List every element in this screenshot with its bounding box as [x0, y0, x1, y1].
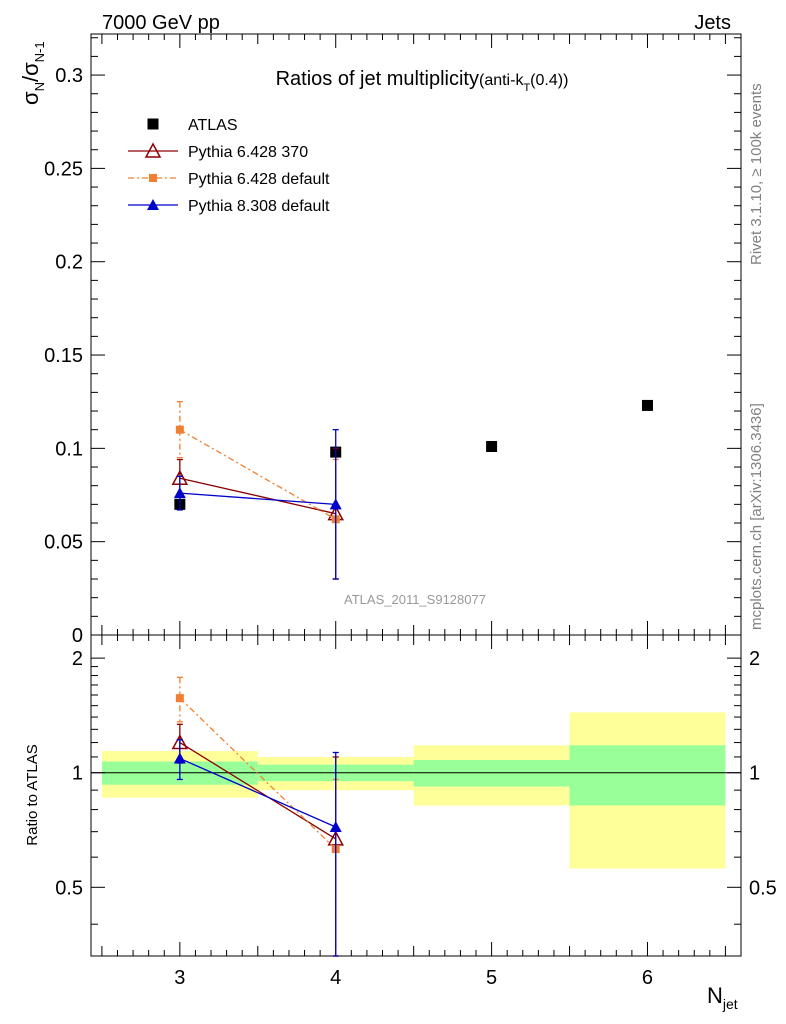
main-ytick-label: 0 — [72, 625, 83, 647]
ratio-series-line-2 — [179, 757, 336, 828]
ratio-ytick-label-left: 1 — [72, 763, 83, 785]
rivet-label: Rivet 3.1.10, ≥ 100k events — [748, 83, 765, 265]
main-series-line-2 — [179, 429, 337, 520]
legend-marker-0 — [147, 118, 159, 130]
main-ytick-label: 0.05 — [44, 532, 83, 554]
legend-marker-1 — [144, 142, 162, 158]
ratio-ytick-label-left: 2 — [72, 648, 83, 670]
xlabel-main: N — [707, 983, 723, 1008]
main-point-s3-p1 — [329, 498, 342, 510]
ratio-ytick-label-right: 0.5 — [749, 877, 777, 899]
main-ytick-label: 0.15 — [44, 345, 83, 367]
legend-label-1: Pythia 6.428 370 — [188, 144, 308, 161]
title-main: Ratios of jet multiplicity — [276, 68, 479, 90]
ylabel-sigma: σ — [18, 91, 43, 105]
main-title: Ratios of jet multiplicity(anti-kT(0.4)) — [276, 68, 569, 94]
main-point-s0-p3 — [641, 399, 653, 411]
ratio-series-line-1 — [179, 697, 337, 850]
legend-marker-3 — [147, 199, 159, 210]
main-point-s2-p0 — [175, 425, 184, 434]
ratio-frame — [90, 634, 742, 957]
legend: ATLAS Pythia 6.428 370 Pythia 6.428 defaul… — [128, 117, 330, 215]
ratio-ylabel: Ratio to ATLAS — [24, 744, 41, 845]
x-axis-label: Njet — [707, 983, 738, 1012]
legend-label-0: ATLAS — [188, 117, 238, 134]
main-ytick-label: 0.2 — [55, 252, 83, 274]
ylabel-sub1: N — [32, 82, 47, 91]
main-series-line-1 — [179, 477, 336, 515]
ratio-xtick-label: 3 — [174, 967, 185, 989]
xlabel-sub: jet — [722, 996, 738, 1012]
ratio-band-green-3 — [569, 745, 726, 806]
ratio-ytick-label-right: 2 — [749, 648, 760, 670]
title-suffix-end: (0.4)) — [530, 72, 568, 89]
ratio-point-s2-p0 — [173, 752, 186, 764]
ylabel-mid: /σ — [18, 62, 43, 82]
title-suffix-sub: T — [523, 82, 530, 94]
ratio-xtick-label: 6 — [642, 967, 653, 989]
ratio-point-s2-p1 — [329, 821, 342, 833]
ylabel-sub2: N-1 — [32, 41, 47, 62]
header-left: 7000 GeV pp — [102, 12, 220, 34]
ratio-xtick-label: 4 — [330, 967, 341, 989]
main-ylabel: σN/σN-1 — [18, 41, 47, 105]
ratio-series-line-0 — [179, 742, 337, 840]
legend-label-2: Pythia 6.428 default — [188, 171, 330, 188]
analysis-watermark: ATLAS_2011_S9128077 — [344, 592, 486, 607]
legend-marker-2 — [149, 174, 157, 182]
main-ytick-label: 0.3 — [55, 65, 83, 87]
main-ytick-label: 0.25 — [44, 158, 83, 180]
ratio-xtick-label: 5 — [486, 967, 497, 989]
main-panel: 0 0.05 0.1 0.15 0.2 0.25 0.3 — [44, 33, 742, 647]
main-point-s3-p0 — [173, 487, 186, 499]
legend-label-3: Pythia 8.308 default — [188, 198, 330, 215]
ratio-band-green-2 — [413, 759, 570, 787]
mcplots-label: mcplots.cern.ch [arXiv:1306.3436] — [748, 403, 765, 630]
ratio-panel: 3 4 5 6 0.5 0.5 1 1 2 2 — [55, 634, 777, 989]
title-suffix: (anti-k — [479, 72, 524, 89]
ratio-ytick-label-right: 1 — [749, 763, 760, 785]
main-series-line-3 — [179, 492, 336, 505]
ratio-ytick-label-left: 0.5 — [55, 877, 83, 899]
header-right: Jets — [694, 12, 731, 34]
main-point-s0-p2 — [486, 440, 498, 452]
ratio-point-s1-p0 — [175, 694, 184, 703]
main-ytick-label: 0.1 — [55, 438, 83, 460]
